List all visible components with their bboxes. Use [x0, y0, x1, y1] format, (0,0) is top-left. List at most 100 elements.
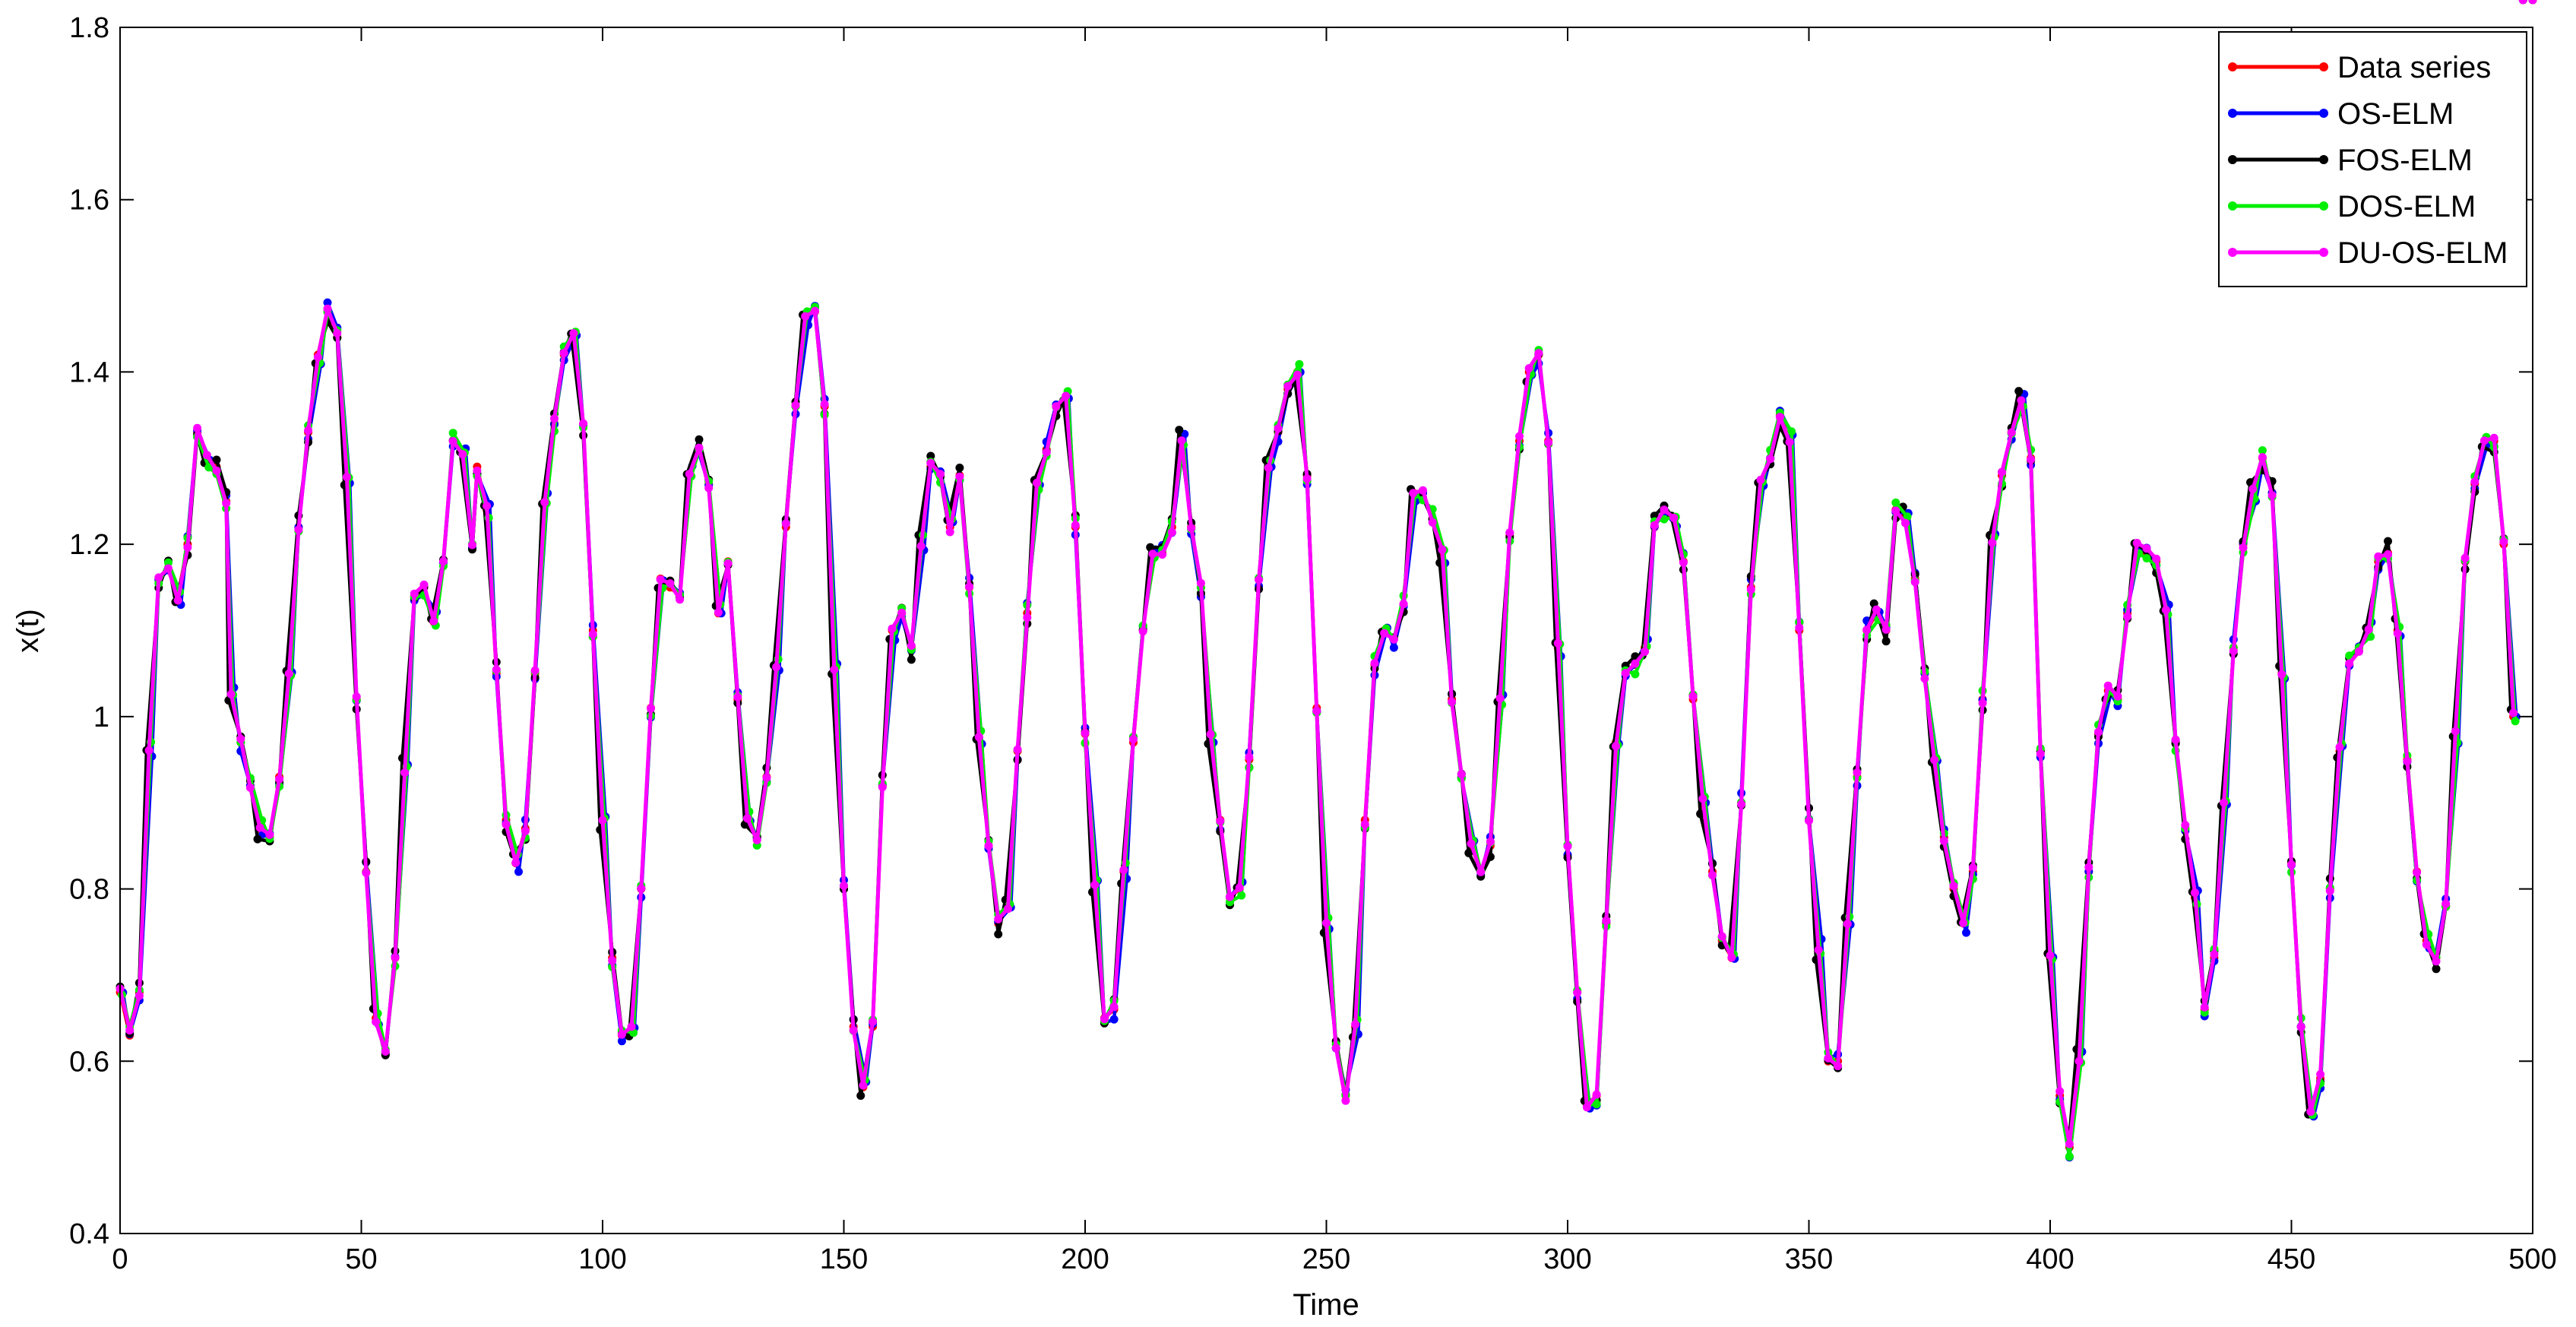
x-tick-label: 300: [1543, 1243, 1591, 1275]
data-point: [888, 624, 897, 633]
data-point: [2499, 537, 2508, 546]
data-point: [2460, 553, 2470, 562]
data-point: [2036, 749, 2045, 759]
data-point: [656, 575, 665, 584]
y-tick-label: 1.8: [69, 12, 109, 44]
data-point: [2267, 491, 2277, 500]
data-point: [1109, 1015, 1119, 1024]
data-point: [323, 304, 332, 313]
data-point: [856, 1091, 866, 1101]
data-point: [752, 835, 761, 844]
data-point: [685, 470, 694, 479]
data-point: [468, 540, 476, 549]
data-point: [1746, 585, 1755, 594]
x-tick-label: 0: [112, 1243, 128, 1275]
data-point: [1090, 880, 1100, 889]
legend-swatch-marker: [2319, 248, 2328, 257]
data-point: [791, 401, 800, 410]
data-point: [2325, 886, 2334, 895]
data-point: [473, 466, 482, 475]
data-point: [840, 881, 848, 890]
data-point: [2007, 428, 2016, 437]
data-point: [1486, 838, 1495, 846]
data-point: [1486, 852, 1495, 861]
data-point: [723, 559, 733, 568]
data-point: [284, 669, 293, 678]
data-point: [1255, 575, 1264, 584]
data-point: [164, 564, 172, 573]
x-tick-label: 250: [1302, 1243, 1350, 1275]
data-point: [695, 443, 704, 452]
data-point: [1881, 637, 1891, 646]
data-point: [212, 455, 221, 464]
data-point: [2480, 436, 2489, 445]
data-point: [859, 1081, 868, 1090]
data-point: [304, 426, 313, 435]
data-point: [1563, 842, 1572, 850]
data-point: [236, 734, 245, 743]
data-point: [666, 579, 675, 588]
data-point: [245, 783, 255, 792]
data-point: [1245, 752, 1254, 762]
data-point: [2306, 1107, 2315, 1116]
data-point: [1698, 794, 1707, 803]
data-point: [204, 463, 214, 472]
data-point: [164, 558, 172, 567]
data-point: [1033, 478, 1041, 487]
data-point: [1988, 538, 1997, 547]
data-point: [1696, 809, 1705, 819]
data-point: [704, 483, 714, 492]
data-point: [2374, 552, 2383, 561]
data-point: [2384, 537, 2392, 546]
data-point: [1167, 527, 1176, 537]
data-point: [2055, 1087, 2065, 1096]
data-point: [2210, 950, 2219, 959]
data-point: [2103, 681, 2112, 690]
data-point: [511, 858, 521, 867]
data-point: [342, 473, 351, 482]
data-point: [1787, 427, 1796, 436]
data-point: [2393, 629, 2402, 638]
data-point: [2364, 625, 2373, 634]
legend-swatch-marker: [2228, 201, 2237, 211]
y-tick-label: 1.6: [69, 185, 109, 217]
data-point: [1302, 474, 1312, 483]
data-point: [1206, 730, 1215, 739]
data-point: [830, 665, 839, 674]
data-point: [1119, 866, 1128, 875]
axis-ticks: [119, 27, 2533, 1234]
data-point: [1187, 524, 1196, 533]
data-point: [2258, 453, 2267, 462]
data-point: [1464, 848, 1473, 857]
data-point: [1962, 928, 1970, 937]
data-point: [483, 502, 492, 511]
data-point: [1688, 692, 1698, 701]
data-point: [1264, 464, 1273, 473]
data-point: [955, 472, 964, 481]
data-point: [1457, 770, 1466, 779]
data-point: [202, 451, 211, 460]
data-point: [2171, 735, 2180, 744]
data-point: [2432, 957, 2441, 966]
legend-swatch-marker: [2228, 155, 2237, 164]
data-point: [955, 464, 964, 472]
data-point: [2152, 554, 2161, 563]
legend-swatch-marker: [2228, 62, 2237, 71]
y-tick-label: 1.4: [69, 356, 109, 388]
data-point: [2528, 0, 2537, 5]
data-point: [2432, 964, 2441, 974]
data-point: [762, 773, 771, 782]
data-point: [1071, 521, 1080, 530]
y-axis-title: x(t): [11, 609, 45, 653]
data-point: [974, 733, 983, 742]
data-point: [144, 746, 153, 755]
data-point: [1756, 476, 1765, 484]
data-point: [1737, 800, 1746, 809]
data-point: [1081, 728, 1090, 737]
data-point: [1592, 1090, 1601, 1099]
x-tick-label: 450: [2267, 1243, 2315, 1275]
data-point: [2287, 860, 2296, 869]
data-point: [907, 641, 916, 650]
data-point: [134, 991, 144, 1000]
data-point: [1023, 613, 1032, 622]
